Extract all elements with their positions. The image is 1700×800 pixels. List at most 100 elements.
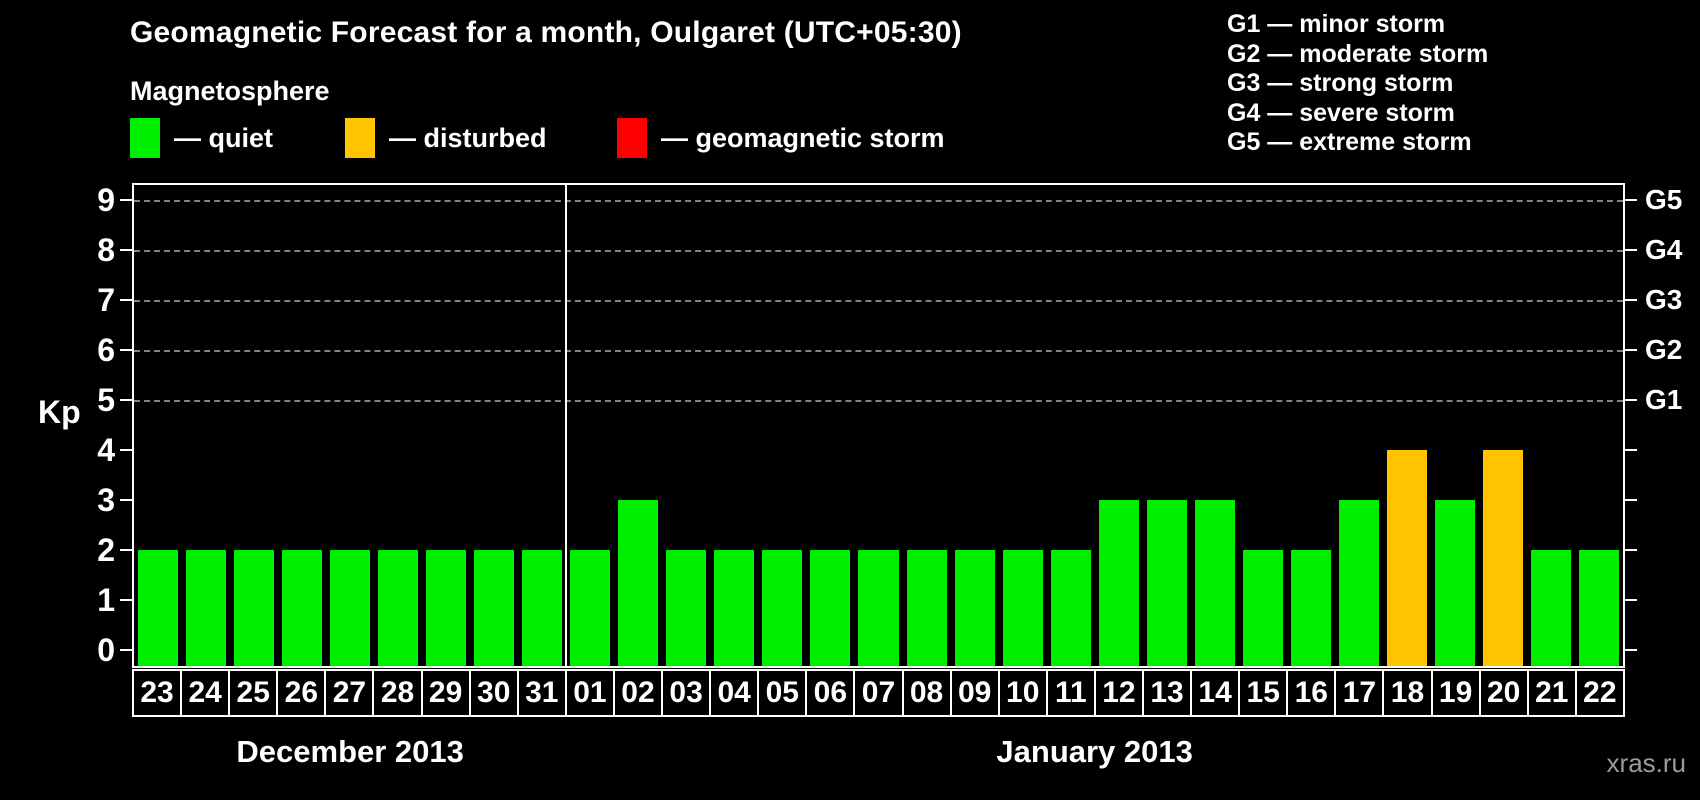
right-axis-tick xyxy=(1625,549,1637,551)
y-axis-tick xyxy=(120,299,132,301)
right-axis-tick xyxy=(1625,499,1637,501)
day-cell-20: 20 xyxy=(1481,671,1529,715)
kp-bar-day-17 xyxy=(1338,500,1379,666)
y-axis-tick xyxy=(120,399,132,401)
y-axis-tick xyxy=(120,199,132,201)
right-axis-label-g1: G1 xyxy=(1645,384,1683,415)
day-cell-28: 28 xyxy=(374,671,423,715)
y-axis-tick xyxy=(120,449,132,451)
kp-bar-day-15 xyxy=(1242,550,1283,666)
grid-line-kp6 xyxy=(134,350,1623,352)
y-tick-label-2: 2 xyxy=(97,532,115,568)
legend-label: — quiet xyxy=(174,122,273,153)
day-cell-10: 10 xyxy=(1000,671,1048,715)
day-cell-04: 04 xyxy=(711,671,760,715)
day-cell-21: 21 xyxy=(1529,671,1577,715)
day-cell-02: 02 xyxy=(615,671,664,715)
day-cell-13: 13 xyxy=(1144,671,1193,715)
y-tick-label-6: 6 xyxy=(97,332,115,368)
day-cell-25: 25 xyxy=(230,671,279,715)
right-axis-tick xyxy=(1625,649,1637,651)
day-cell-19: 19 xyxy=(1433,671,1481,715)
kp-bar-day-22 xyxy=(1578,550,1619,666)
day-cell-09: 09 xyxy=(952,671,1000,715)
y-axis-title: Kp xyxy=(38,394,81,430)
day-cell-18: 18 xyxy=(1384,671,1433,715)
y-tick-label-0: 0 xyxy=(97,632,115,668)
kp-bar-day-11 xyxy=(1050,550,1091,666)
y-axis-tick xyxy=(120,599,132,601)
kp-bar-day-06 xyxy=(810,550,851,666)
day-cell-01: 01 xyxy=(567,671,615,715)
quiet-swatch-icon xyxy=(130,118,160,158)
day-cell-24: 24 xyxy=(182,671,231,715)
kp-bar-day-28 xyxy=(378,550,419,666)
y-axis-tick xyxy=(120,249,132,251)
day-cell-12: 12 xyxy=(1096,671,1144,715)
kp-bar-day-19 xyxy=(1434,500,1475,666)
kp-bar-day-21 xyxy=(1530,550,1571,666)
kp-bar-day-14 xyxy=(1194,500,1235,666)
kp-bar-day-18 xyxy=(1386,450,1427,666)
y-tick-label-9: 9 xyxy=(97,182,115,218)
month-divider xyxy=(565,185,568,666)
disturbed-swatch-icon xyxy=(345,118,375,158)
day-axis-strip: 23 24 25 26 27 28 29 30 31 01 02 03 04 05 06 07 08 09 10 11… xyxy=(132,669,1625,717)
magnetosphere-heading: Magnetosphere xyxy=(130,76,330,106)
kp-bar-day-10 xyxy=(1002,550,1043,666)
magnetosphere-legend: — quiet — disturbed — geomagnetic storm xyxy=(0,118,1120,162)
kp-bar-day-16 xyxy=(1290,550,1331,666)
day-cell-31: 31 xyxy=(519,671,567,715)
kp-bar-day-13 xyxy=(1146,500,1187,666)
grid-line-kp7 xyxy=(134,300,1623,302)
kp-bar-day-01 xyxy=(570,550,611,666)
g-legend-line-2: G2 — moderate storm xyxy=(1227,39,1489,68)
kp-bar-day-29 xyxy=(426,550,467,666)
y-tick-label-4: 4 xyxy=(97,432,115,468)
right-axis-tick xyxy=(1625,199,1637,201)
kp-bar-day-12 xyxy=(1098,500,1139,666)
right-axis-label-g5: G5 xyxy=(1645,184,1683,215)
day-cell-15: 15 xyxy=(1240,671,1289,715)
g-legend-line-1: G1 — minor storm xyxy=(1227,10,1446,38)
legend-item-storm: — geomagnetic storm xyxy=(617,118,945,158)
g-scale-legend: G1 — minor storm G2 — moderate storm G3 — … xyxy=(1227,10,1488,158)
legend-item-disturbed: — disturbed xyxy=(345,118,547,158)
kp-bar-day-30 xyxy=(474,550,515,666)
right-axis-label-g4: G4 xyxy=(1645,234,1683,265)
day-cell-07: 07 xyxy=(855,671,904,715)
kp-bar-day-24 xyxy=(186,550,227,666)
chart-title: Geomagnetic Forecast for a month, Oulgar… xyxy=(130,16,962,49)
y-tick-label-8: 8 xyxy=(97,232,115,268)
day-cell-22: 22 xyxy=(1583,676,1617,709)
kp-bar-day-20 xyxy=(1482,450,1523,666)
right-axis-tick xyxy=(1625,399,1637,401)
y-tick-label-3: 3 xyxy=(97,482,115,518)
day-cell-29: 29 xyxy=(423,671,471,715)
kp-bar-day-09 xyxy=(954,550,995,666)
kp-bar-day-05 xyxy=(762,550,803,666)
watermark: xras.ru xyxy=(1606,748,1686,778)
grid-line-kp5 xyxy=(134,400,1623,402)
y-tick-label-7: 7 xyxy=(97,282,115,318)
kp-bar-day-08 xyxy=(906,550,947,666)
y-axis-tick xyxy=(120,349,132,351)
day-cell-11: 11 xyxy=(1048,671,1096,715)
legend-item-quiet: — quiet xyxy=(130,118,273,158)
month-label-0: December 2013 xyxy=(236,734,464,769)
right-axis-tick xyxy=(1625,599,1637,601)
kp-bar-day-26 xyxy=(282,550,323,666)
kp-bar-day-23 xyxy=(138,550,179,666)
month-label-1: January 2013 xyxy=(996,734,1193,769)
day-cell-23: 23 xyxy=(134,671,183,715)
day-cell-30: 30 xyxy=(471,671,519,715)
day-cell-06: 06 xyxy=(807,671,856,715)
day-cell-27: 27 xyxy=(326,671,375,715)
y-axis-tick xyxy=(120,549,132,551)
day-cell-14: 14 xyxy=(1192,671,1241,715)
day-cell-05: 05 xyxy=(759,671,808,715)
kp-bar-day-02 xyxy=(618,500,659,666)
legend-label: — disturbed xyxy=(389,122,547,153)
y-axis-tick xyxy=(120,649,132,651)
